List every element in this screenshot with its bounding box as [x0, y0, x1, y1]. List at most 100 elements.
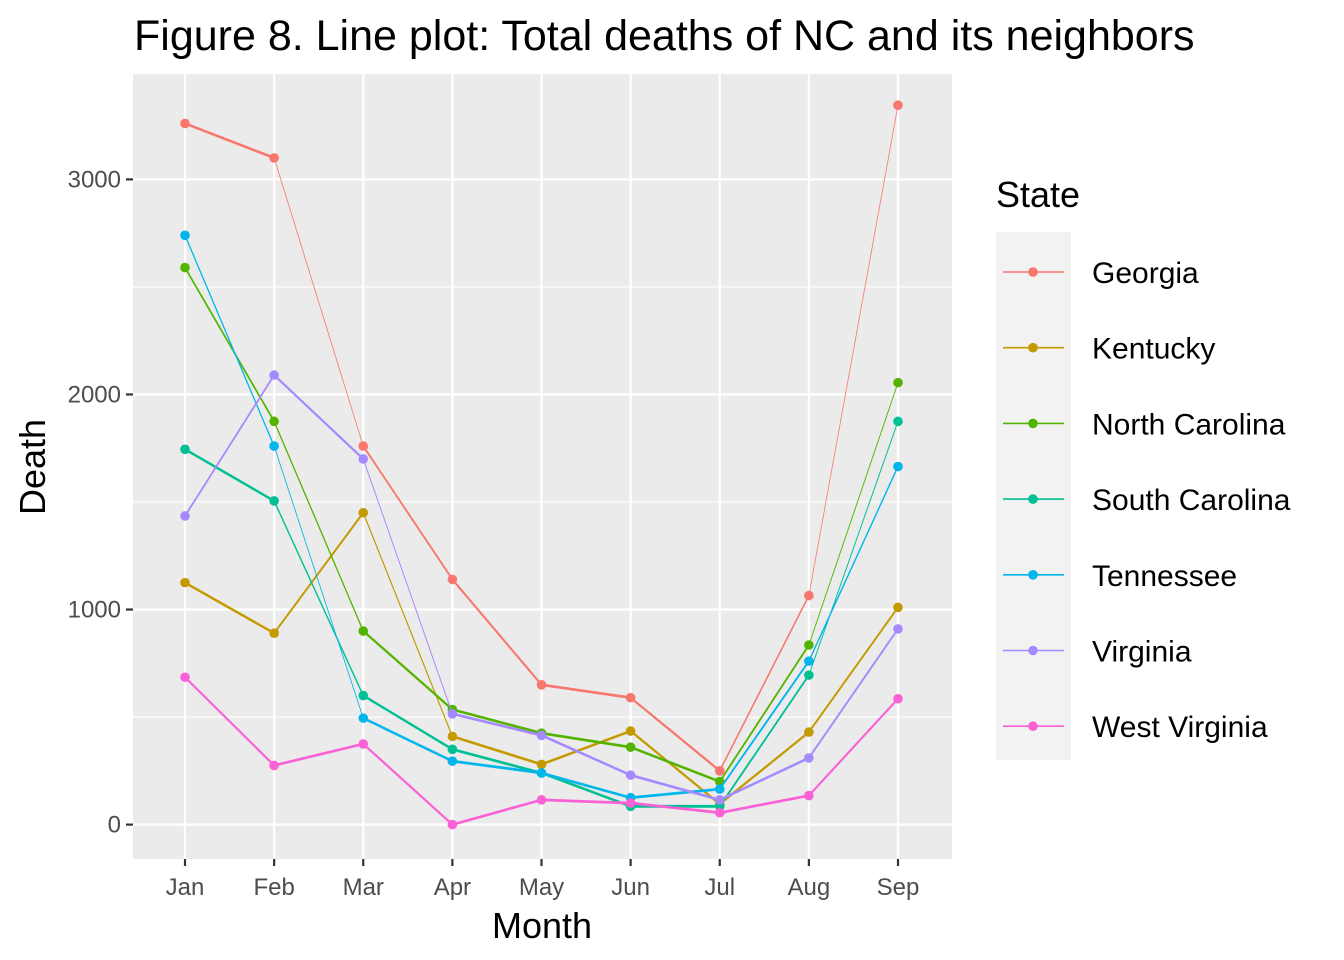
series-segment: [540, 771, 632, 800]
series-segment: [451, 735, 543, 766]
series-segment: [362, 742, 454, 826]
series-segment: [808, 382, 899, 646]
data-point: [714, 784, 725, 794]
series-segment: [718, 674, 810, 808]
data-point: [180, 230, 190, 241]
data-point: [804, 590, 814, 601]
data-point: [180, 118, 190, 129]
legend-label: Georgia: [1092, 257, 1199, 290]
data-point: [269, 760, 279, 771]
series-segment: [629, 729, 721, 806]
data-point: [804, 656, 814, 666]
y-tick-label: 2000: [68, 381, 121, 408]
data-point: [625, 692, 636, 703]
data-point: [358, 507, 369, 518]
series-segment: [362, 629, 454, 711]
series-virginia: [180, 370, 903, 805]
x-tick-label: Apr: [434, 874, 471, 901]
y-tick-label: 3000: [68, 166, 121, 193]
series-segment: [183, 448, 276, 503]
series-segment: [362, 716, 454, 763]
legend-label: Kentucky: [1092, 333, 1215, 366]
data-point: [804, 790, 814, 801]
data-point: [536, 730, 547, 741]
data-point: [893, 602, 903, 613]
data-point: [893, 624, 903, 634]
series-segment: [184, 234, 275, 447]
series-segment: [362, 512, 453, 738]
data-point: [358, 713, 369, 723]
data-point: [714, 807, 725, 818]
series-segment: [273, 511, 365, 635]
series-segment: [540, 683, 632, 700]
series-segment: [629, 787, 722, 800]
data-point: [804, 640, 814, 650]
legend-item-west-virginia: West Virginia: [1003, 711, 1268, 744]
series-segment: [718, 660, 810, 791]
data-point: [714, 776, 725, 787]
x-tick-label: Aug: [788, 874, 831, 901]
x-tick-label: Jun: [611, 874, 650, 901]
series-segment: [808, 420, 899, 676]
y-tick-label: 1000: [68, 597, 121, 624]
data-point: [625, 770, 636, 780]
data-point: [180, 444, 190, 455]
legend: Georgia Kentucky North Carolina South Carol…: [1003, 257, 1291, 744]
series-segment: [629, 745, 722, 783]
series-segment: [273, 420, 364, 632]
series-segment: [629, 801, 722, 815]
series-segment: [807, 627, 899, 759]
series-segment: [362, 458, 453, 715]
series-segment: [362, 694, 454, 751]
series-segment: [808, 104, 899, 596]
legend-key-point: [1028, 342, 1038, 353]
x-axis-title: Month: [492, 905, 592, 946]
data-point: [714, 795, 725, 805]
x-tick-label: Jan: [166, 874, 205, 901]
data-point: [447, 819, 458, 830]
series-segment: [718, 794, 811, 815]
data-point: [358, 739, 369, 749]
legend-item-north-carolina: North Carolina: [1003, 408, 1286, 441]
data-point: [893, 461, 903, 472]
series-georgia: [180, 100, 903, 776]
legend-item-south-carolina: South Carolina: [1003, 484, 1291, 517]
data-point: [269, 153, 279, 163]
series-segment: [273, 445, 364, 719]
data-point: [180, 262, 190, 273]
legend-key-point: [1028, 645, 1038, 656]
series-segment: [540, 731, 632, 749]
series-segment: [451, 759, 543, 775]
series-segment: [540, 771, 632, 808]
y-axis-ticks: 0 1000 2000 3000: [68, 166, 133, 839]
series-segment: [183, 676, 276, 767]
x-tick-label: Jul: [704, 874, 735, 901]
x-tick-label: Mar: [343, 874, 384, 901]
legend-item-tennessee: Tennessee: [1003, 560, 1237, 593]
legend-key-point: [1028, 570, 1038, 580]
data-point: [269, 441, 279, 451]
y-tick-label: 0: [108, 812, 121, 839]
data-point: [180, 577, 190, 588]
series-west-virginia: [180, 672, 903, 830]
data-point: [625, 798, 636, 808]
legend-label: West Virginia: [1092, 711, 1268, 744]
data-point: [180, 672, 190, 683]
series-segment: [808, 465, 899, 662]
legend-key-point: [1028, 418, 1038, 429]
series-segment: [184, 266, 275, 423]
series-segment: [451, 578, 543, 686]
data-point: [893, 100, 903, 110]
series-segment: [451, 748, 543, 775]
data-point: [625, 726, 636, 736]
legend-item-georgia: Georgia: [1003, 257, 1199, 290]
series-segment: [807, 697, 900, 797]
series-segment: [540, 734, 632, 777]
series-segment: [718, 756, 811, 802]
data-point: [358, 454, 369, 464]
chart-title: Figure 8. Line plot: Total deaths of NC …: [134, 12, 1195, 60]
data-point: [269, 496, 279, 506]
series-segment: [718, 644, 810, 783]
data-point: [447, 731, 458, 742]
